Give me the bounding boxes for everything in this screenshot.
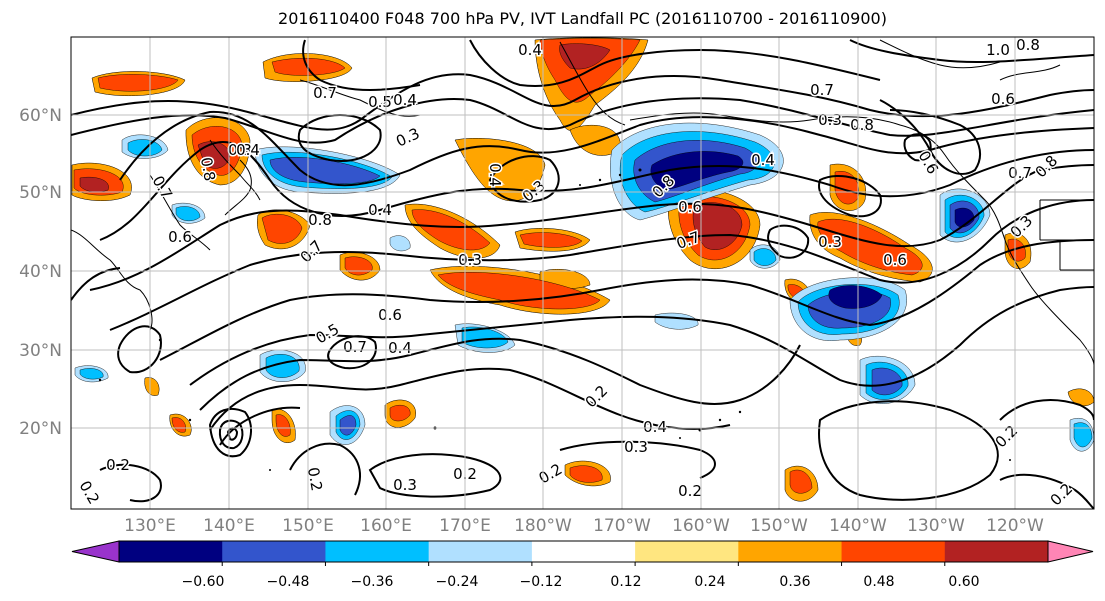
- lon-label-160e: 160°E: [360, 516, 412, 536]
- map-title: 2016110400 F048 700 hPa PV, IVT Landfall…: [278, 9, 887, 28]
- colorbar-extend-max: [1047, 540, 1094, 563]
- contour-label: 0.4: [236, 141, 260, 159]
- colorbar-swatch: [944, 541, 1049, 562]
- contour-label: 0.4: [486, 163, 504, 187]
- colorbar-tick-label: 0.24: [694, 574, 725, 590]
- colorbar-tick-labels: −0.60 −0.48 −0.36 −0.24 −0.12 0.12 0.24 …: [182, 574, 980, 590]
- colorbar-tick-label: −0.36: [351, 574, 394, 590]
- contour-label: 0.3: [624, 438, 648, 456]
- coastlines: [71, 39, 1094, 366]
- colorbar-tick-label: 0.60: [948, 574, 979, 590]
- lat-label-20n: 20°N: [19, 419, 62, 439]
- latitude-labels: 20°N 30°N 40°N 50°N 60°N: [19, 106, 62, 439]
- contour-label: 0.4: [518, 41, 542, 59]
- pv-shading: [71, 37, 1094, 502]
- contour-label: 0.3: [228, 141, 252, 159]
- contour-label: 0.6: [678, 198, 702, 216]
- lon-label-170e: 170°E: [439, 516, 491, 536]
- colorbar-tick-label: 0.48: [863, 574, 894, 590]
- contour-label: 1.0: [986, 41, 1010, 59]
- contour-label: 0.5: [368, 93, 392, 111]
- contour-label: 0.7: [810, 81, 834, 99]
- lon-label-130e: 130°E: [124, 516, 176, 536]
- colorbar-swatch: [635, 541, 739, 562]
- contour-label: 0.3: [393, 476, 417, 494]
- lon-label-150w: 150°W: [750, 516, 808, 536]
- contour-label: 0.6: [991, 90, 1015, 108]
- contour-label: 0.4: [368, 201, 392, 219]
- map-frame: [70, 36, 1095, 510]
- lat-label-60n: 60°N: [19, 106, 62, 126]
- colorbar-swatch: [119, 541, 223, 562]
- colorbar-swatch: [531, 541, 636, 562]
- colorbar-swatch: [222, 541, 326, 562]
- lon-label-180w: 180°W: [514, 516, 572, 536]
- lon-label-140e: 140°E: [203, 516, 255, 536]
- contour-label: 0.6: [168, 228, 192, 246]
- contour-label: 0.3: [458, 251, 482, 269]
- contour-label: 0.4: [393, 91, 417, 109]
- contour-label: 0.6: [378, 306, 402, 324]
- contour-label: 0.7: [343, 338, 367, 356]
- contour-label: 0.8: [308, 211, 332, 229]
- lat-label-50n: 50°N: [19, 183, 62, 203]
- pv-contours: [71, 39, 1094, 509]
- colorbar-tick-label: 0.36: [779, 574, 810, 590]
- contour-label: 0.8: [1016, 36, 1040, 54]
- colorbar-tick-label: −0.12: [520, 574, 563, 590]
- contour-label: 0.4: [643, 418, 667, 436]
- contour-label: 0.7: [313, 84, 337, 102]
- colorbar-tick-label: 0.12: [610, 574, 641, 590]
- lon-label-140w: 140°W: [829, 516, 887, 536]
- contour-label: 0.3: [818, 233, 842, 251]
- lat-label-30n: 30°N: [19, 341, 62, 361]
- contour-label: 0.2: [106, 456, 130, 474]
- gridlines: [71, 37, 1094, 509]
- colorbar-tick-label: −0.24: [436, 574, 479, 590]
- lon-label-130w: 130°W: [907, 516, 965, 536]
- lon-label-170w: 170°W: [593, 516, 651, 536]
- contour-label: 0.8: [850, 116, 874, 134]
- lon-label-120w: 120°W: [986, 516, 1044, 536]
- lat-label-40n: 40°N: [19, 262, 62, 282]
- contour-label: 0.4: [751, 151, 775, 169]
- contour-label: 0.7: [1008, 164, 1032, 182]
- colorbar-tick-label: −0.60: [182, 574, 225, 590]
- colorbar: [71, 540, 1094, 566]
- colorbar-swatch: [325, 541, 430, 562]
- contour-label: 0.6: [883, 251, 907, 269]
- colorbar-swatch: [841, 541, 946, 562]
- longitude-labels: 130°E 140°E 150°E 160°E 170°E 180°W 170°…: [124, 516, 1044, 536]
- colorbar-frame: [118, 540, 1049, 563]
- lon-label-160w: 160°W: [672, 516, 730, 536]
- colorbar-extend-min: [71, 540, 120, 563]
- colorbar-tick-label: −0.48: [267, 574, 310, 590]
- lon-label-150e: 150°E: [282, 516, 334, 536]
- contour-label: 0.4: [388, 339, 412, 357]
- contour-label: 0.2: [678, 482, 702, 500]
- colorbar-swatch: [738, 541, 843, 562]
- contour-label: 0.3: [818, 111, 842, 129]
- colorbar-swatch: [428, 541, 533, 562]
